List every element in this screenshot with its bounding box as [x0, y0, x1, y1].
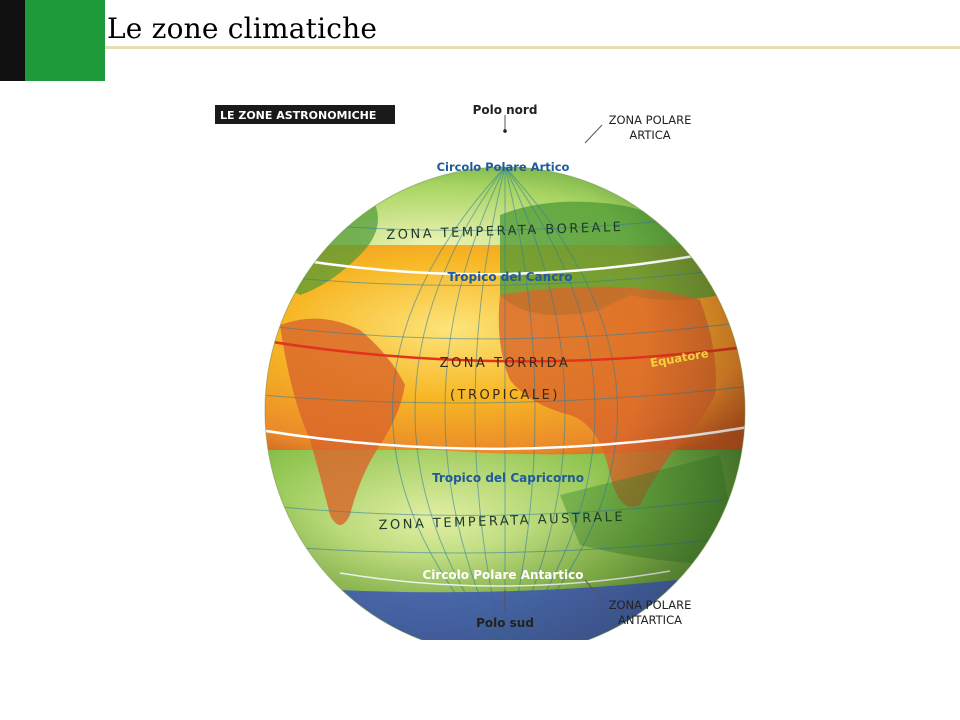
arctic-circle-label: Circolo Polare Artico: [437, 160, 570, 174]
globe-shading: [265, 167, 745, 640]
tropic-of-capricorn-label: Tropico del Capricorno: [432, 471, 584, 485]
tropic-of-cancer-label: Tropico del Cancro: [447, 270, 572, 284]
climate-zones-globe-figure: LE ZONE ASTRONOMICHE: [200, 95, 746, 640]
title-accent-black-bar: [0, 0, 25, 81]
title-underline: [105, 46, 960, 49]
arctic-zone-label-line1: ZONA POLARE: [609, 113, 692, 127]
banner-label: LE ZONE ASTRONOMICHE: [220, 109, 376, 122]
banner-box: [215, 105, 395, 124]
arctic-circle-line: [425, 142, 592, 155]
arctic-zone-label-line2: ARTICA: [629, 128, 670, 142]
north-polar-cap-ice: [425, 125, 590, 153]
antarctic-zone-label-line2: ANTARTICA: [618, 613, 682, 627]
torrid-zone-label-line2: (TROPICALE): [450, 388, 560, 403]
globe-outline: [264, 166, 746, 640]
torrid-zone-label-line1: ZONA TORRIDA: [440, 356, 571, 371]
antarctic-zone-leader: [584, 579, 603, 601]
antarctic-zone-label-line1: ZONA POLARE: [609, 598, 692, 612]
title-accent-green-bar: [25, 0, 105, 81]
globe-diagram: LE ZONE ASTRONOMICHE: [215, 103, 746, 640]
south-pole-label: Polo sud: [476, 616, 534, 630]
arctic-zone-leader: [584, 124, 603, 144]
antarctic-circle-label: Circolo Polare Antartico: [422, 568, 583, 582]
north-pole-label: Polo nord: [473, 103, 538, 117]
north-pole-dot: [503, 129, 507, 133]
slide-title: Le zone climatiche: [107, 12, 378, 45]
